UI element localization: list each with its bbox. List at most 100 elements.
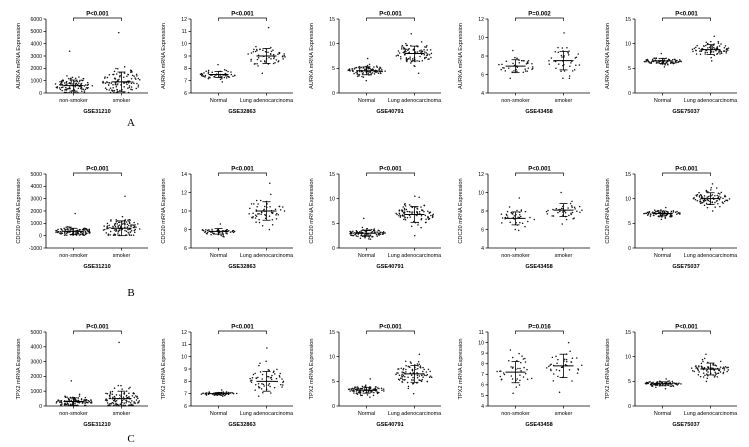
- data-point: [404, 219, 407, 221]
- data-point: [369, 71, 372, 73]
- data-point: [70, 399, 72, 402]
- data-point: [519, 367, 521, 370]
- data-point: [221, 77, 223, 80]
- data-point: [360, 230, 363, 232]
- data-point: [281, 378, 283, 380]
- data-point: [702, 376, 705, 378]
- data-point: [555, 355, 557, 358]
- data-point: [699, 202, 702, 204]
- data-point: [410, 225, 413, 228]
- data-point: [133, 82, 135, 84]
- data-point: [510, 375, 513, 377]
- data-point: [89, 231, 91, 234]
- data-point: [64, 395, 66, 397]
- data-point: [706, 373, 708, 375]
- data-point: [548, 365, 550, 368]
- data-point: [82, 229, 85, 231]
- data-point: [57, 228, 59, 231]
- data-point: [512, 392, 514, 395]
- data-point: [704, 53, 706, 55]
- data-point: [705, 202, 708, 205]
- data-point: [112, 396, 114, 398]
- data-point: [570, 213, 572, 216]
- data-point: [77, 399, 80, 402]
- data-point: [80, 86, 82, 88]
- data-point: [55, 229, 57, 232]
- p-value-label: P<0.001: [675, 325, 698, 331]
- data-point: [255, 215, 258, 218]
- data-point: [508, 67, 510, 69]
- data-point: [644, 382, 647, 385]
- data-point: [418, 210, 421, 213]
- data-point: [71, 228, 73, 231]
- data-point: [378, 234, 380, 236]
- data-point: [134, 224, 136, 226]
- data-point: [521, 355, 523, 357]
- data-point: [562, 77, 564, 79]
- data-point: [352, 232, 354, 234]
- data-point: [368, 236, 370, 238]
- data-point: [113, 387, 116, 389]
- data-point: [645, 61, 647, 63]
- data-point: [108, 403, 111, 405]
- data-points: [498, 49, 534, 79]
- y-tick-label: 10: [625, 196, 631, 202]
- data-point: [695, 53, 698, 55]
- y-tick-label: 4000: [30, 41, 42, 47]
- data-point: [248, 213, 250, 215]
- y-tick-label: 10: [329, 196, 335, 202]
- data-point: [652, 381, 654, 383]
- data-point: [431, 216, 434, 219]
- data-point: [125, 390, 128, 392]
- data-point: [718, 45, 721, 47]
- data-point: [710, 56, 712, 59]
- data-point: [86, 84, 89, 86]
- x-tick-label: Lung adenocarcinoma: [388, 411, 441, 417]
- data-point: [411, 370, 414, 372]
- y-tick-label: 9: [184, 54, 187, 60]
- data-point: [422, 370, 424, 373]
- data-point: [573, 68, 576, 71]
- data-point: [415, 368, 417, 371]
- p-value-label: P<0.001: [379, 12, 402, 18]
- data-point: [204, 76, 206, 78]
- data-point: [60, 228, 63, 231]
- data-point: [77, 91, 79, 94]
- data-point: [353, 387, 355, 390]
- data-point: [675, 61, 677, 63]
- data-point: [74, 212, 76, 215]
- data-point: [232, 75, 234, 77]
- data-point: [703, 200, 705, 203]
- data-point: [102, 81, 104, 84]
- data-point: [68, 398, 70, 401]
- data-point: [717, 192, 720, 194]
- data-point: [134, 77, 136, 79]
- data-point: [83, 85, 86, 87]
- data-point: [64, 91, 67, 94]
- data-point: [402, 375, 404, 378]
- data-point: [117, 67, 119, 70]
- data-point: [258, 218, 260, 221]
- data-point: [373, 66, 375, 68]
- y-tick-label: 5: [628, 379, 631, 385]
- data-point: [84, 232, 87, 234]
- data-points: [55, 380, 93, 407]
- data-point: [117, 221, 120, 224]
- data-point: [361, 234, 363, 236]
- data-point: [672, 62, 674, 64]
- data-point: [723, 50, 726, 52]
- data-point: [378, 68, 381, 70]
- data-point: [405, 48, 407, 50]
- data-point: [129, 231, 132, 233]
- x-tick-label: smoker: [113, 253, 131, 259]
- significance-bracket: [366, 172, 415, 176]
- data-point: [406, 381, 409, 384]
- data-point: [106, 399, 108, 401]
- data-point: [132, 234, 135, 236]
- data-point: [699, 199, 701, 201]
- data-point: [124, 223, 126, 226]
- x-tick-label: Lung adenocarcinoma: [388, 253, 441, 259]
- data-point: [716, 53, 718, 55]
- significance-bracket: [73, 172, 122, 176]
